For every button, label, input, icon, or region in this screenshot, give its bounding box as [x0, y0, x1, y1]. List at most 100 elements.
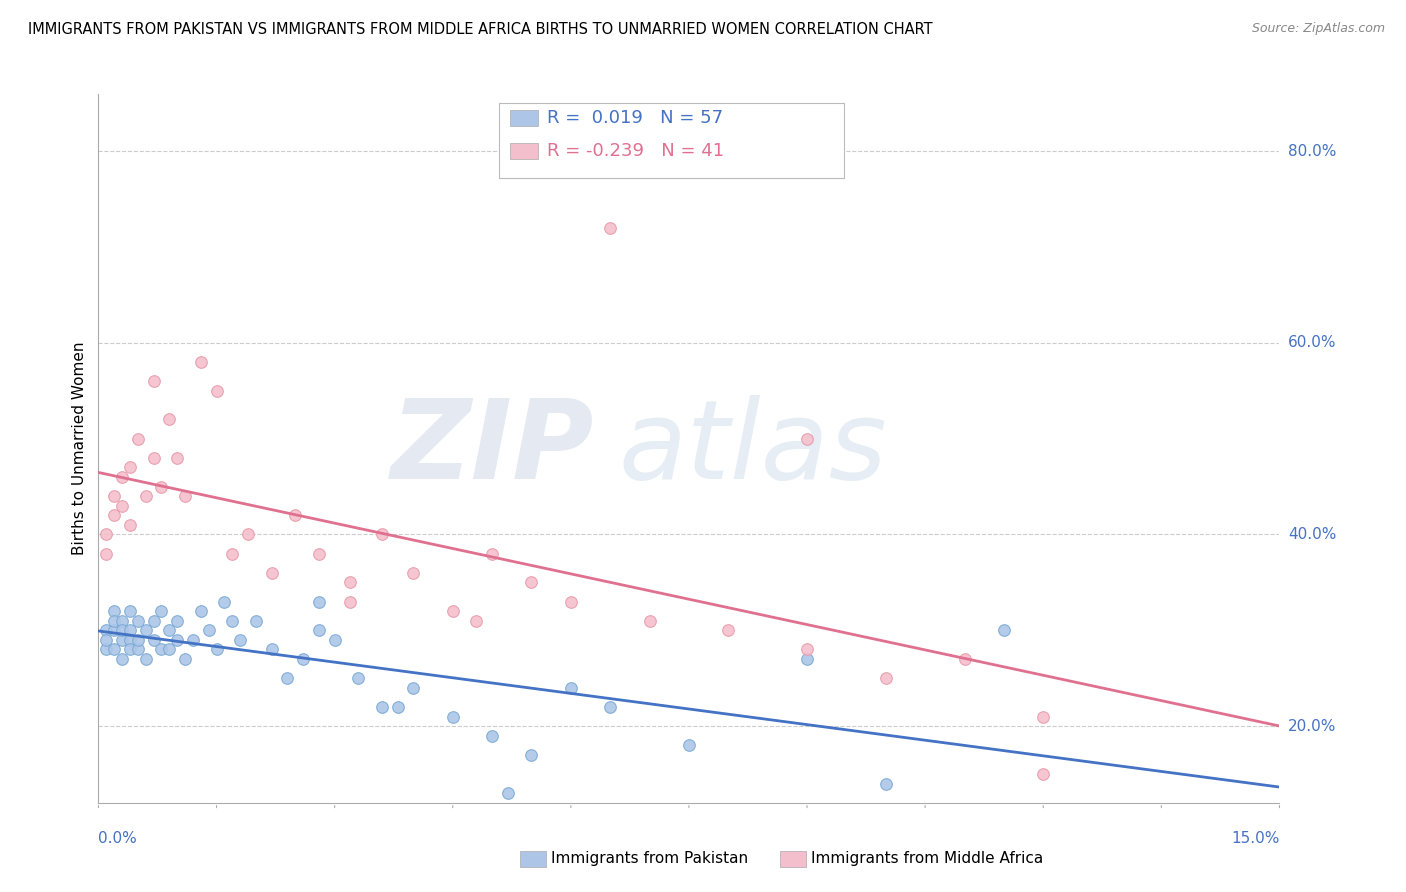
Point — [103, 614, 125, 628]
Point — [135, 652, 157, 666]
Point — [402, 566, 425, 580]
Point — [103, 489, 125, 503]
Point — [796, 652, 818, 666]
Point — [111, 470, 134, 484]
Text: 60.0%: 60.0% — [1288, 335, 1336, 351]
Point — [229, 632, 252, 647]
Text: R =  0.019   N = 57: R = 0.019 N = 57 — [547, 109, 723, 127]
Point — [221, 614, 243, 628]
Point — [150, 642, 173, 657]
Point — [157, 412, 180, 426]
Point — [284, 508, 307, 523]
Point — [796, 432, 818, 446]
Point — [599, 700, 621, 714]
Point — [875, 671, 897, 685]
Point — [111, 499, 134, 513]
Point — [127, 642, 149, 657]
Point — [142, 632, 165, 647]
Point — [103, 624, 125, 638]
Point — [402, 681, 425, 695]
Point — [560, 681, 582, 695]
Point — [96, 632, 118, 647]
Point — [157, 642, 180, 657]
Point — [371, 527, 394, 541]
Point — [260, 566, 283, 580]
Point — [142, 450, 165, 465]
Text: Immigrants from Pakistan: Immigrants from Pakistan — [551, 851, 748, 865]
Point — [118, 624, 141, 638]
Point — [174, 489, 197, 503]
Point — [150, 479, 173, 493]
Point — [190, 355, 212, 369]
Point — [245, 614, 267, 628]
Text: 0.0%: 0.0% — [98, 830, 138, 846]
Point — [205, 642, 228, 657]
Point — [166, 450, 188, 465]
Point — [197, 624, 219, 638]
Point — [441, 709, 464, 723]
Point — [638, 614, 661, 628]
Point — [127, 432, 149, 446]
Point — [678, 739, 700, 753]
Point — [118, 460, 141, 475]
Point — [111, 624, 134, 638]
Point — [339, 575, 361, 590]
Point — [111, 652, 134, 666]
Text: IMMIGRANTS FROM PAKISTAN VS IMMIGRANTS FROM MIDDLE AFRICA BIRTHS TO UNMARRIED WO: IMMIGRANTS FROM PAKISTAN VS IMMIGRANTS F… — [28, 22, 932, 37]
Point — [150, 604, 173, 618]
Point — [347, 671, 370, 685]
Point — [520, 575, 543, 590]
Point — [118, 642, 141, 657]
Point — [166, 614, 188, 628]
Point — [796, 642, 818, 657]
Point — [127, 614, 149, 628]
Text: R = -0.239   N = 41: R = -0.239 N = 41 — [547, 142, 724, 160]
Point — [236, 527, 259, 541]
Point — [560, 594, 582, 608]
Point — [142, 614, 165, 628]
Point — [96, 624, 118, 638]
Point — [205, 384, 228, 398]
Point — [103, 642, 125, 657]
Text: ZIP: ZIP — [391, 395, 595, 501]
Point — [371, 700, 394, 714]
Point — [481, 547, 503, 561]
Point — [481, 729, 503, 743]
Y-axis label: Births to Unmarried Women: Births to Unmarried Women — [72, 342, 87, 555]
Point — [387, 700, 409, 714]
Point — [1032, 709, 1054, 723]
Point — [308, 594, 330, 608]
Text: 20.0%: 20.0% — [1288, 719, 1336, 733]
Point — [496, 786, 519, 800]
Point — [441, 604, 464, 618]
Point — [142, 374, 165, 388]
Point — [103, 508, 125, 523]
Point — [135, 624, 157, 638]
Text: Source: ZipAtlas.com: Source: ZipAtlas.com — [1251, 22, 1385, 36]
Point — [221, 547, 243, 561]
Point — [127, 632, 149, 647]
Point — [260, 642, 283, 657]
Point — [174, 652, 197, 666]
Point — [166, 632, 188, 647]
Text: 15.0%: 15.0% — [1232, 830, 1279, 846]
Point — [96, 527, 118, 541]
Point — [308, 547, 330, 561]
Point — [190, 604, 212, 618]
Point — [118, 604, 141, 618]
Point — [308, 624, 330, 638]
Text: 80.0%: 80.0% — [1288, 144, 1336, 159]
Point — [875, 777, 897, 791]
Point — [520, 747, 543, 762]
Point — [111, 632, 134, 647]
Point — [118, 632, 141, 647]
Point — [953, 652, 976, 666]
Point — [96, 547, 118, 561]
Point — [717, 624, 740, 638]
Text: atlas: atlas — [619, 395, 887, 501]
Text: Immigrants from Middle Africa: Immigrants from Middle Africa — [811, 851, 1043, 865]
Point — [276, 671, 298, 685]
Point — [323, 632, 346, 647]
Point — [339, 594, 361, 608]
Point — [157, 624, 180, 638]
